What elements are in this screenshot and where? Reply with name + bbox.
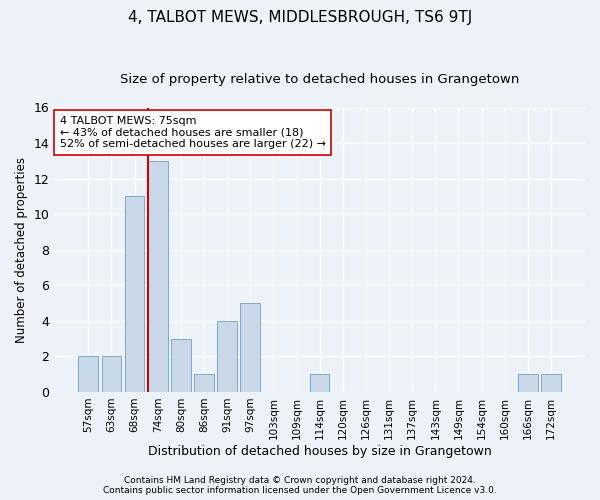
Text: 4, TALBOT MEWS, MIDDLESBROUGH, TS6 9TJ: 4, TALBOT MEWS, MIDDLESBROUGH, TS6 9TJ bbox=[128, 10, 472, 25]
Bar bbox=[79, 356, 98, 392]
Bar bbox=[541, 374, 561, 392]
Bar bbox=[518, 374, 538, 392]
Bar bbox=[217, 321, 237, 392]
Bar bbox=[241, 303, 260, 392]
Bar bbox=[194, 374, 214, 392]
Bar bbox=[171, 338, 191, 392]
Text: Contains HM Land Registry data © Crown copyright and database right 2024.
Contai: Contains HM Land Registry data © Crown c… bbox=[103, 476, 497, 495]
Title: Size of property relative to detached houses in Grangetown: Size of property relative to detached ho… bbox=[120, 72, 520, 86]
Bar bbox=[125, 196, 145, 392]
Bar bbox=[101, 356, 121, 392]
X-axis label: Distribution of detached houses by size in Grangetown: Distribution of detached houses by size … bbox=[148, 444, 491, 458]
Bar bbox=[148, 161, 167, 392]
Y-axis label: Number of detached properties: Number of detached properties bbox=[15, 156, 28, 342]
Text: 4 TALBOT MEWS: 75sqm
← 43% of detached houses are smaller (18)
52% of semi-detac: 4 TALBOT MEWS: 75sqm ← 43% of detached h… bbox=[59, 116, 326, 149]
Bar bbox=[310, 374, 329, 392]
